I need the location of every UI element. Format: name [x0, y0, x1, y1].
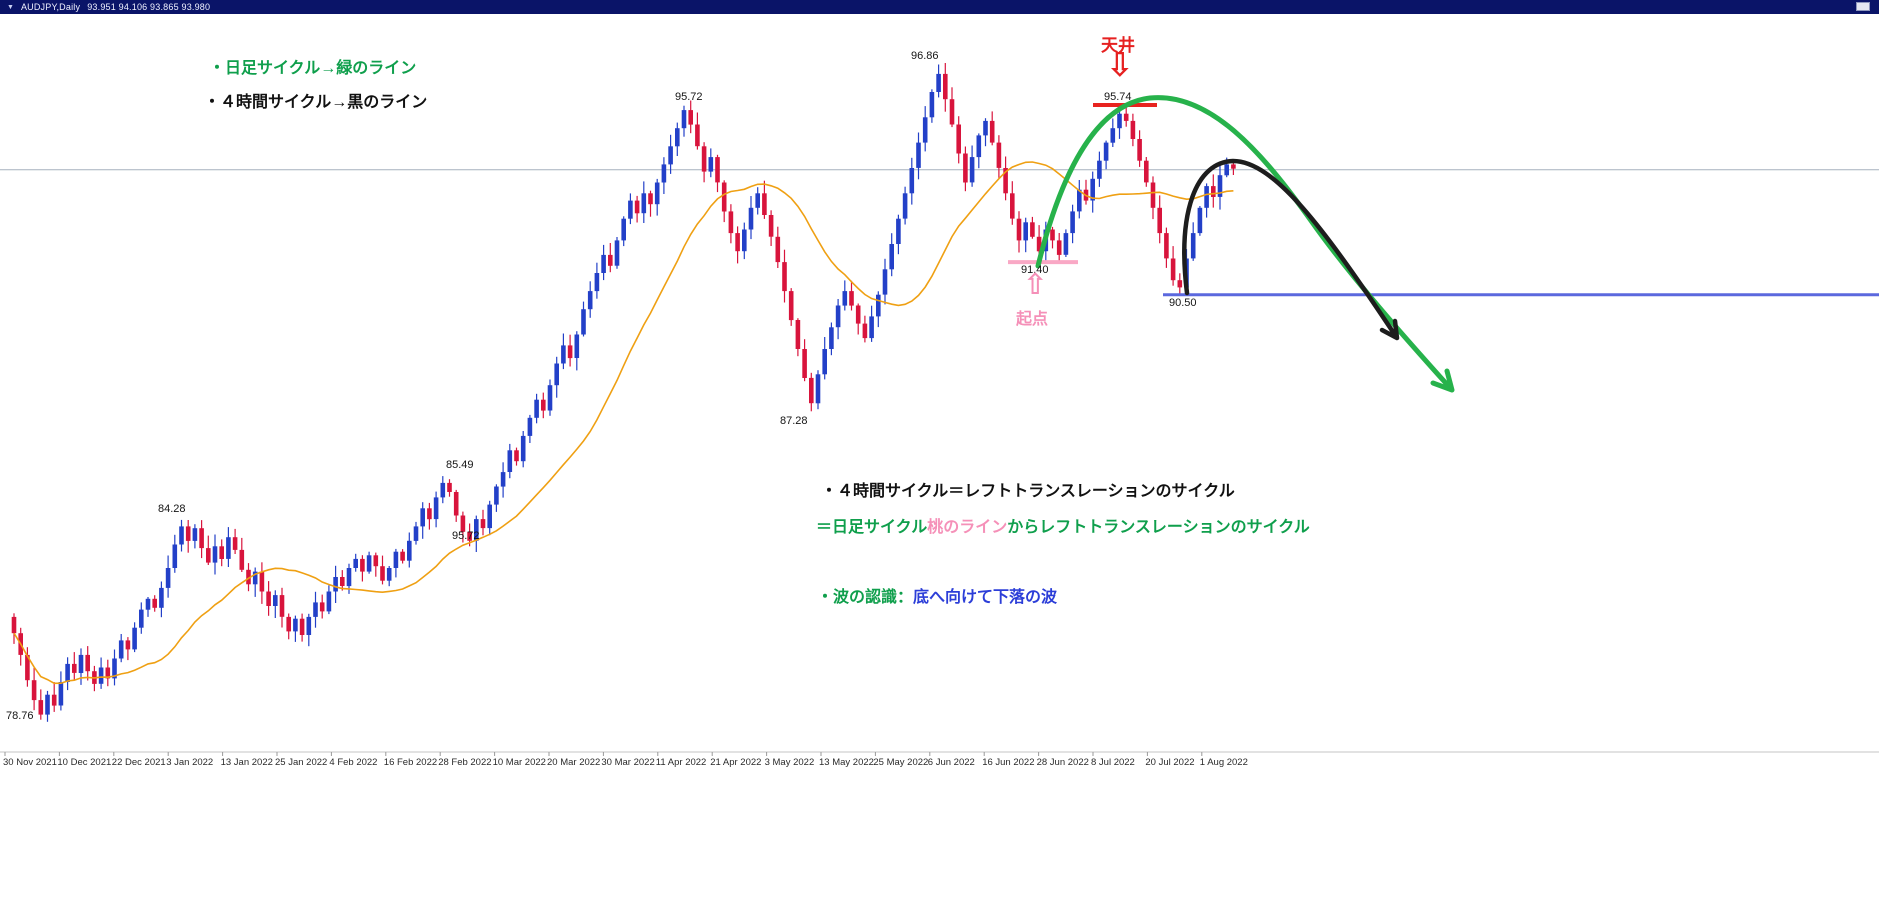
- date-label: 10 Mar 2022: [492, 757, 546, 768]
- price-label: 87.28: [780, 415, 808, 427]
- date-label: 3 Jan 2022: [166, 757, 214, 768]
- note-daily-translation: ＝日足サイクル桃のラインからレフトトランスレーションのサイクル: [816, 513, 1310, 537]
- note-wave-recognition: ・波の認識：底へ向けて下落の波: [817, 583, 1057, 607]
- price-label: 91.40: [1021, 264, 1049, 276]
- origin-label: 起点: [1016, 311, 1049, 328]
- titlebar-ohlc: 93.951 94.106 93.865 93.980: [87, 2, 211, 12]
- date-label: 13 May 2022: [819, 757, 874, 768]
- date-label: 3 May 2022: [764, 757, 815, 768]
- date-label: 30 Nov 2021: [3, 757, 57, 768]
- ceiling-label: 天井: [1101, 36, 1135, 55]
- date-label: 21 Apr 2022: [710, 757, 762, 768]
- h4-cycle-arrow: [1182, 158, 1400, 341]
- price-label: 85.49: [446, 459, 474, 471]
- titlebar: ▼ AUDJPY,Daily 93.951 94.106 93.865 93.9…: [0, 0, 1879, 14]
- price-label: 95.72: [452, 530, 480, 542]
- note-h4-translation: ・４時間サイクル＝レフトトランスレーションのサイクル: [821, 483, 1235, 500]
- date-label: 8 Jul 2022: [1091, 757, 1135, 768]
- date-label: 30 Mar 2022: [601, 757, 655, 768]
- titlebar-symbol: AUDJPY,Daily: [20, 2, 81, 12]
- text-segment: 底へ向けて下落の波: [913, 589, 1058, 606]
- date-label: 1 Aug 2022: [1199, 757, 1248, 768]
- date-label: 28 Jun 2022: [1036, 757, 1089, 768]
- price-label: 90.50: [1169, 297, 1197, 309]
- price-label: 95.72: [675, 91, 703, 103]
- dropdown-caret-icon[interactable]: ▼: [7, 3, 14, 11]
- price-label: 78.76: [6, 710, 34, 722]
- date-label: 11 Apr 2022: [655, 757, 707, 768]
- date-label: 25 Jan 2022: [275, 757, 328, 768]
- price-label: 96.86: [911, 50, 939, 62]
- text-segment: ＝日足サイクル: [816, 519, 928, 536]
- text-segment: ・波の認識：: [817, 589, 914, 606]
- note-daily-cycle-legend: ・日足サイクル→緑のライン: [209, 60, 417, 77]
- date-label: 20 Jul 2022: [1145, 757, 1195, 768]
- date-label: 6 Jun 2022: [927, 757, 975, 768]
- date-label: 20 Mar 2022: [547, 757, 601, 768]
- price-label: 95.74: [1104, 91, 1132, 103]
- date-label: 16 Jun 2022: [982, 757, 1035, 768]
- date-label: 22 Dec 2021: [111, 757, 166, 768]
- titlebar-button[interactable]: [1856, 2, 1870, 11]
- date-label: 28 Feb 2022: [438, 757, 492, 768]
- note-h4-cycle-legend: ・４時間サイクル→黒のライン: [204, 94, 428, 111]
- text-segment: からレフトトランスレーションのサイクル: [1007, 519, 1310, 536]
- candles: [11, 63, 1236, 722]
- date-label: 4 Feb 2022: [329, 757, 378, 768]
- date-label: 13 Jan 2022: [220, 757, 273, 768]
- down-arrow-icon: ⇩: [1106, 46, 1134, 83]
- date-label: 16 Feb 2022: [383, 757, 438, 768]
- moving-average-line: [13, 161, 1234, 685]
- price-label: 84.28: [158, 503, 186, 515]
- text-segment: 桃のライン: [927, 519, 1008, 536]
- up-arrow-icon: ⇧: [1023, 269, 1048, 301]
- date-label: 25 May 2022: [873, 757, 929, 768]
- date-label: 10 Dec 2021: [57, 757, 112, 768]
- daily-cycle-arrow: [1035, 95, 1455, 393]
